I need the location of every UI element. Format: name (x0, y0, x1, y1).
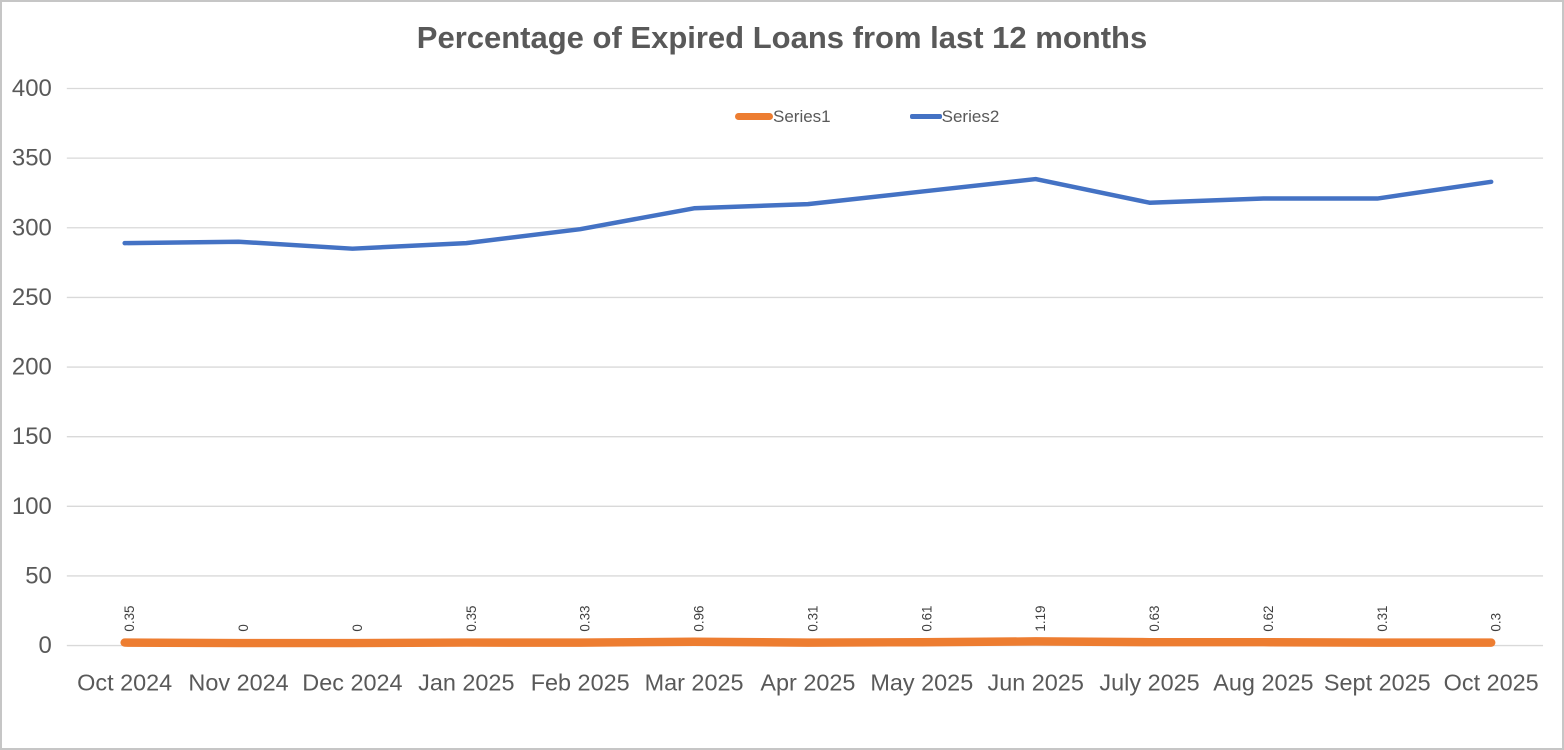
x-axis-tick-label: Sept 2025 (1324, 669, 1431, 695)
series1-data-label: 0.31 (805, 606, 820, 632)
series1-data-label: 0.35 (122, 606, 137, 632)
series1-data-label: 0.62 (1261, 606, 1276, 632)
series1-data-label: 1.19 (1033, 606, 1048, 632)
x-axis-tick-label: July 2025 (1099, 669, 1199, 695)
series2-legend-marker-icon (909, 114, 942, 119)
x-axis-tick-label: Dec 2024 (302, 669, 402, 695)
legend-item-series2: Series2 (909, 107, 1000, 126)
series1-data-label: 0.33 (578, 606, 593, 632)
series2-line (122, 176, 1494, 251)
chart-title: Percentage of Expired Loans from last 12… (416, 20, 1148, 55)
series1-data-label: 0.61 (919, 606, 934, 632)
series1-data-label: 0.96 (692, 606, 707, 632)
series1-data-label: 0 (236, 624, 251, 631)
series1-data-label: 0 (350, 624, 365, 631)
y-axis-tick-label: 50 (25, 562, 52, 589)
x-axis-tick-label: Jun 2025 (987, 669, 1083, 695)
x-axis-tick-label: Apr 2025 (760, 669, 855, 695)
x-axis-tick-label: Oct 2025 (1444, 669, 1539, 695)
chart-legend: Series1 Series2 (735, 108, 999, 125)
y-axis-tick-label: 250 (12, 284, 52, 311)
x-axis-tick-label: Jan 2025 (418, 669, 514, 695)
series1-legend-marker-icon (735, 113, 773, 120)
series1-line (120, 637, 1496, 648)
series1-data-label: 0.35 (464, 606, 479, 632)
series1-data-label: 0.31 (1375, 606, 1390, 632)
legend-item-series1: Series1 (735, 108, 831, 125)
x-axis-tick-label: Feb 2025 (531, 669, 630, 695)
x-axis-tick-label: Mar 2025 (645, 669, 744, 695)
y-axis-tick-label: 200 (12, 354, 52, 381)
y-axis-tick-label: 150 (12, 423, 52, 450)
y-axis-tick-label: 400 (12, 75, 52, 102)
series2-legend-label: Series2 (941, 107, 1000, 126)
x-axis-tick-label: Nov 2024 (188, 669, 288, 695)
x-axis-tick-label: Aug 2025 (1213, 669, 1313, 695)
x-axis-tick-label: Oct 2024 (77, 669, 172, 695)
series1-data-label: 0.63 (1147, 606, 1162, 632)
y-axis-tick-label: 300 (12, 214, 52, 241)
series1-data-label: 0.3 (1489, 613, 1504, 632)
y-axis-tick-label: 100 (12, 493, 52, 520)
y-axis-tick-label: 0 (39, 632, 52, 659)
y-axis-tick-label: 350 (12, 145, 52, 172)
series1-legend-label: Series1 (773, 107, 831, 126)
x-axis-tick-label: May 2025 (870, 669, 973, 695)
